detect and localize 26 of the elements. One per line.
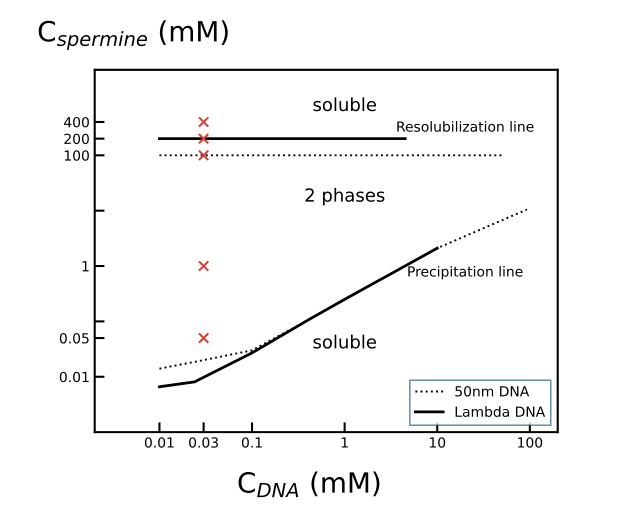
- point: [198, 332, 210, 344]
- annotation: soluble: [313, 334, 376, 349]
- point: [198, 260, 210, 272]
- point: [198, 116, 210, 128]
- y-tick-label: 400: [64, 116, 89, 128]
- x-tick-label: 0.01: [144, 437, 174, 448]
- legend-label: 50nm DNA: [455, 386, 530, 397]
- y-tick-label: 0.01: [60, 372, 89, 382]
- point: [198, 132, 210, 144]
- y-tick-label: 200: [64, 134, 89, 144]
- annotation: Resolubilization line: [397, 121, 534, 132]
- annotation: Precipitation line: [408, 266, 523, 280]
- y-tick-label: 1: [82, 261, 89, 272]
- annotation: 2 phases: [306, 188, 384, 206]
- y-tick-label: 0.05: [60, 333, 89, 344]
- x-tick-label: 100: [518, 437, 542, 448]
- y-axis-title: C$_{spermine}$ (mM): [38, 20, 228, 50]
- x-tick-label: 0.03: [189, 437, 218, 448]
- x-tick-label: 0.1: [242, 437, 262, 448]
- x-axis-title: C$_{DNA}$ (mM): [238, 472, 380, 498]
- legend-label: Lambda DNA: [456, 406, 546, 417]
- annotation: soluble: [313, 97, 376, 112]
- y-tick-label: 100: [64, 150, 89, 161]
- x-tick-label: 10: [430, 437, 446, 448]
- x-tick-label: 1: [342, 437, 348, 448]
- point: [198, 150, 210, 162]
